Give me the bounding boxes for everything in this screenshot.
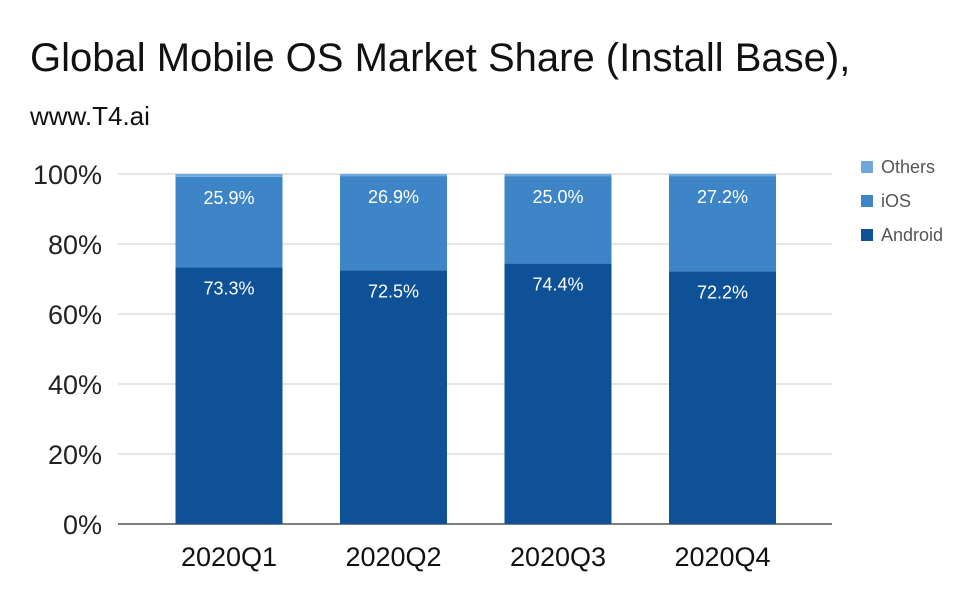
legend-label-others: Others (881, 157, 935, 177)
y-tick-label: 0% (63, 510, 102, 540)
x-tick-label: 2020Q4 (674, 542, 770, 572)
bar-segment-others (504, 174, 612, 177)
data-label-ios: 27.2% (697, 187, 748, 207)
bar-segment-ios (340, 176, 447, 271)
data-label-android: 73.3% (203, 278, 254, 298)
legend-swatch-android (861, 229, 873, 241)
bar-segment-others (669, 174, 776, 177)
bar-segment-android (340, 270, 447, 524)
data-label-ios: 26.9% (368, 187, 419, 207)
legend-label-ios: iOS (881, 191, 911, 211)
data-label-ios: 25.9% (203, 188, 254, 208)
chart-subtitle: www.T4.ai (30, 101, 150, 131)
y-axis: 0% 20% 40% 60% 80% 100% (33, 160, 102, 540)
x-tick-label: 2020Q1 (181, 542, 277, 572)
bars (175, 174, 776, 524)
bar-segment-others (175, 174, 283, 177)
y-tick-label: 100% (33, 160, 102, 190)
bar-segment-android (669, 271, 776, 524)
y-tick-label: 60% (48, 300, 102, 330)
data-labels: 73.3% 25.9% 72.5% 26.9% 74.4% 25.0% 72.2% 27.2% (203, 187, 748, 302)
legend-label-android: Android (881, 225, 943, 245)
data-label-android: 72.5% (368, 281, 419, 301)
legend-swatch-others (861, 161, 873, 173)
chart-title: Global Mobile OS Market Share (Install B… (30, 36, 851, 80)
bar-segment-ios (504, 176, 612, 264)
bar-segment-android (504, 263, 612, 524)
legend-swatch-ios (861, 195, 873, 207)
y-tick-label: 80% (48, 230, 102, 260)
data-label-android: 72.2% (697, 282, 748, 302)
bar-segment-ios (175, 176, 283, 268)
legend: Others iOS Android (861, 157, 943, 245)
bar-segment-others (340, 174, 447, 177)
x-tick-label: 2020Q2 (345, 542, 441, 572)
y-tick-label: 40% (48, 370, 102, 400)
bar-segment-ios (669, 176, 776, 272)
x-tick-label: 2020Q3 (510, 542, 606, 572)
data-label-ios: 25.0% (532, 187, 583, 207)
x-axis: 2020Q1 2020Q2 2020Q3 2020Q4 (181, 542, 771, 572)
bar-segment-android (175, 267, 283, 524)
y-tick-label: 20% (48, 440, 102, 470)
data-label-android: 74.4% (532, 275, 583, 295)
